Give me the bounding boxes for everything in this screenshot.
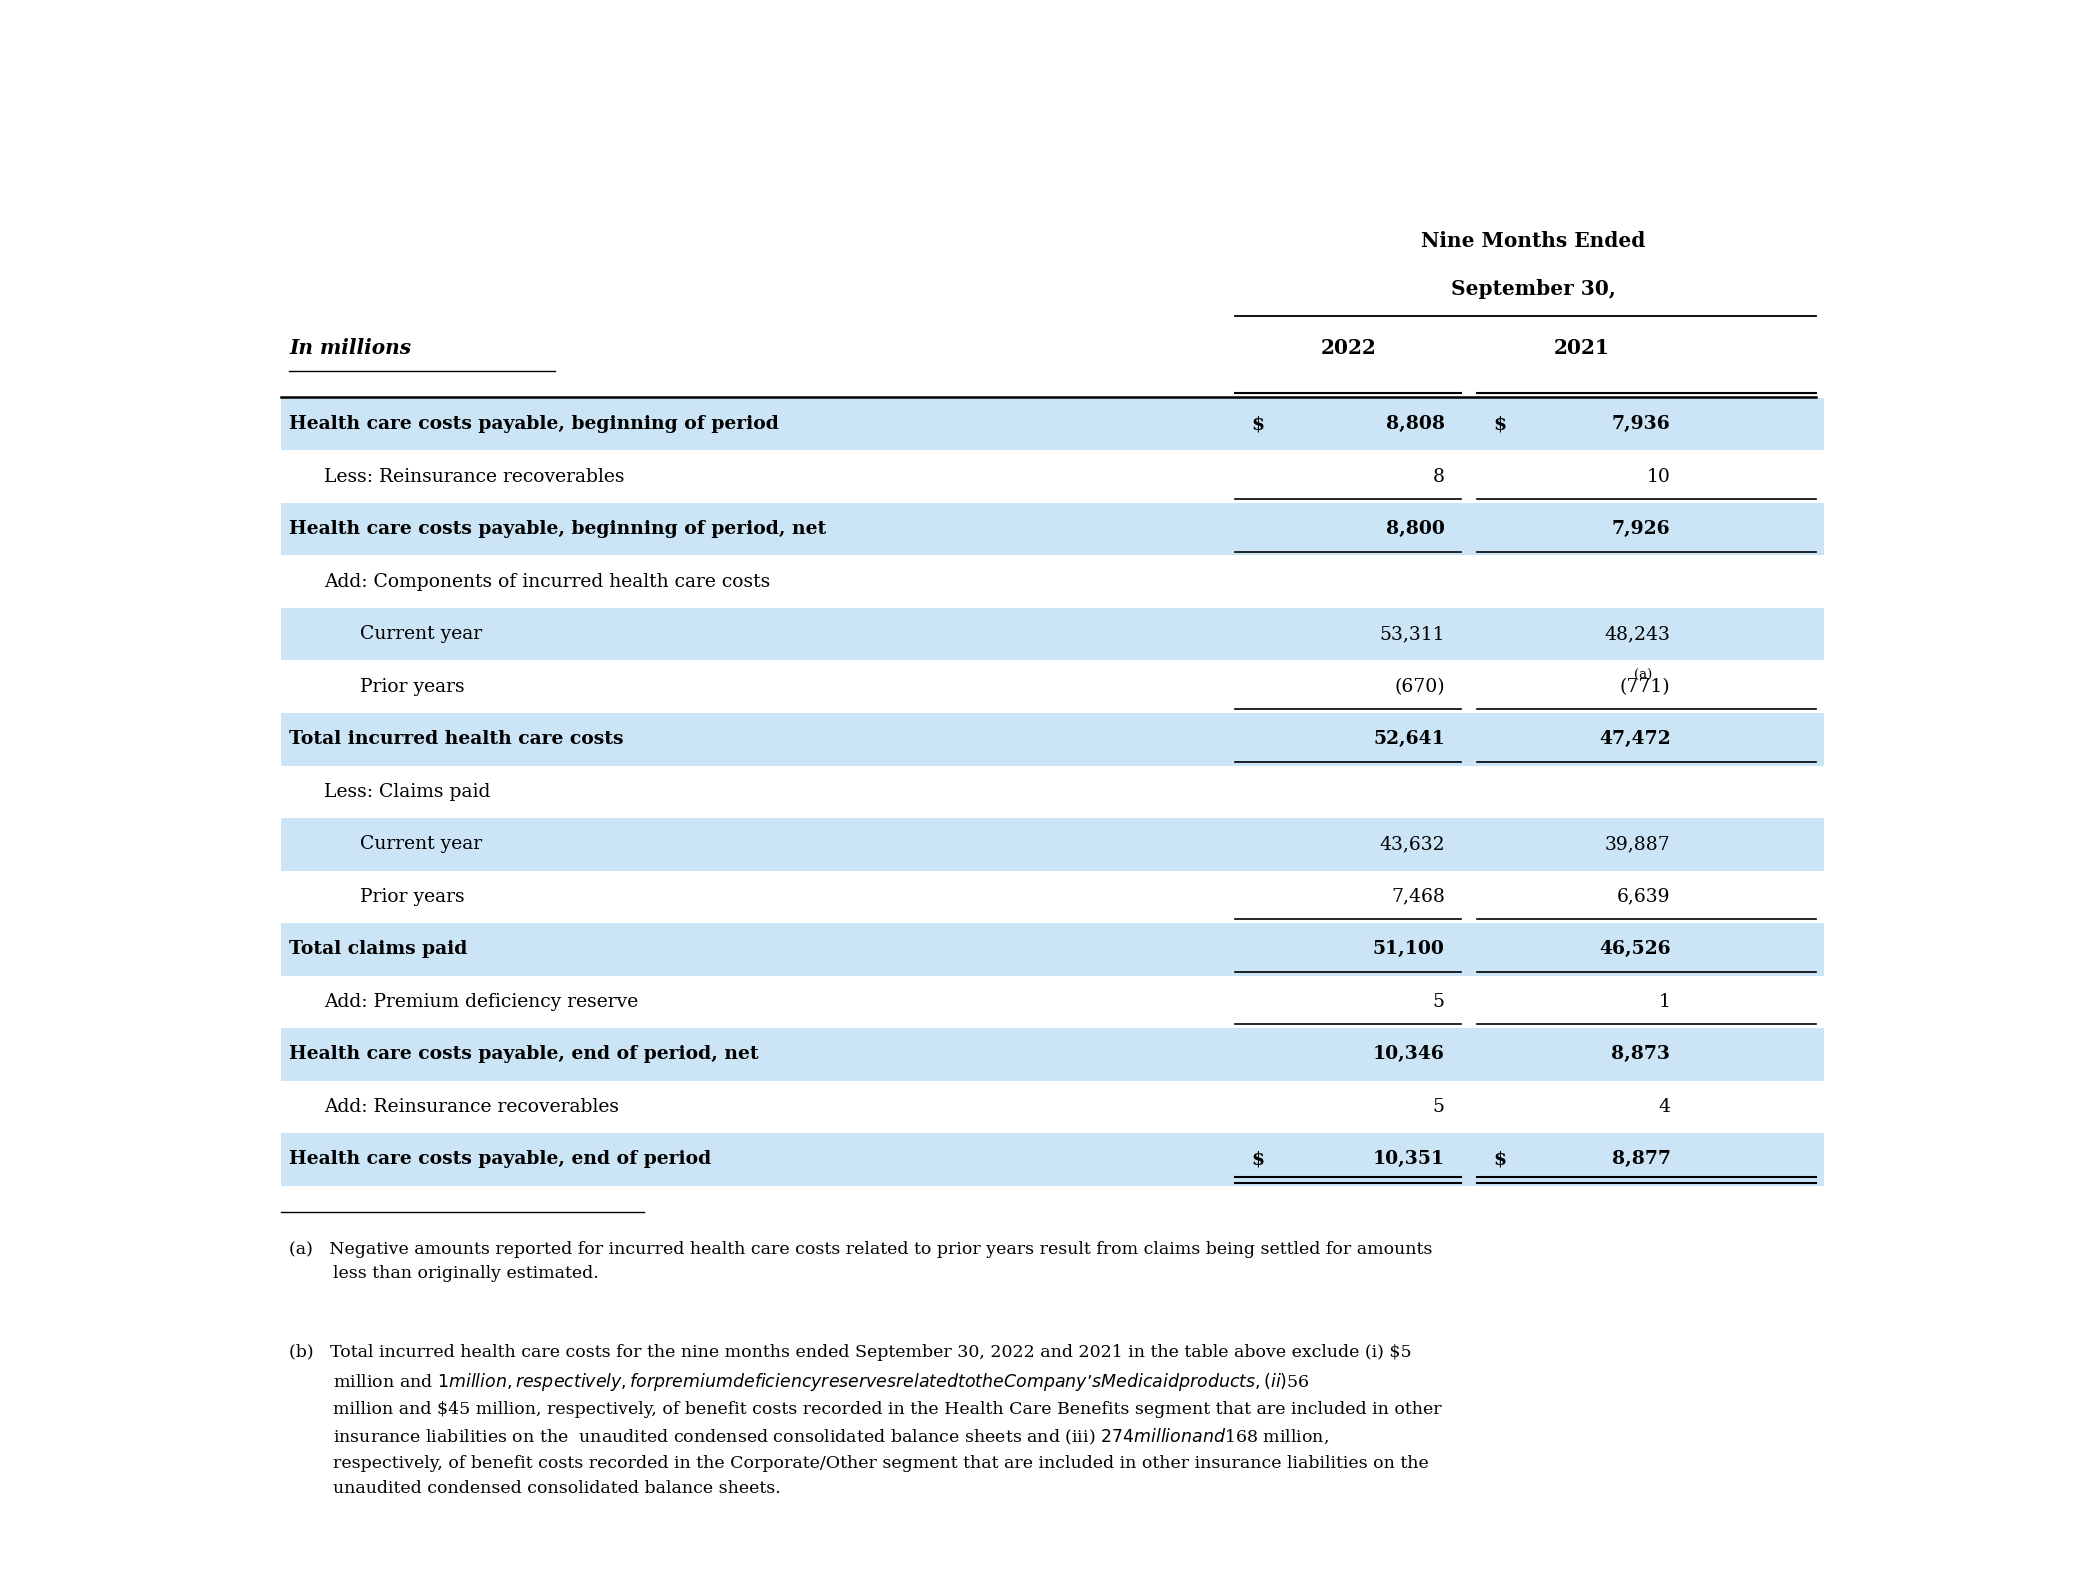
- Text: 1: 1: [1658, 993, 1670, 1010]
- Text: $: $: [1493, 416, 1506, 433]
- Text: Health care costs payable, beginning of period: Health care costs payable, beginning of …: [289, 416, 778, 433]
- Text: 5: 5: [1433, 1098, 1446, 1117]
- Text: (771): (771): [1620, 677, 1670, 696]
- Text: 5: 5: [1433, 993, 1446, 1010]
- Text: 10,351: 10,351: [1373, 1150, 1446, 1169]
- Text: 8,800: 8,800: [1385, 520, 1446, 538]
- Bar: [281, 714, 1824, 766]
- Bar: [281, 1028, 1824, 1080]
- Text: Less: Claims paid: Less: Claims paid: [324, 783, 491, 801]
- Text: 10,346: 10,346: [1373, 1045, 1446, 1063]
- Text: Health care costs payable, end of period: Health care costs payable, end of period: [289, 1150, 711, 1169]
- Text: 8,877: 8,877: [1612, 1150, 1670, 1169]
- Text: Nine Months Ended: Nine Months Ended: [1421, 230, 1645, 251]
- Bar: [281, 1132, 1824, 1186]
- Text: 2021: 2021: [1554, 338, 1610, 358]
- Text: September 30,: September 30,: [1452, 279, 1616, 300]
- Text: In millions: In millions: [289, 338, 412, 358]
- Text: (b)   Total incurred health care costs for the nine months ended September 30, 2: (b) Total incurred health care costs for…: [289, 1345, 1441, 1497]
- Text: Total incurred health care costs: Total incurred health care costs: [289, 730, 624, 749]
- Text: 10: 10: [1647, 468, 1670, 485]
- Text: 47,472: 47,472: [1600, 730, 1670, 749]
- Bar: [281, 398, 1824, 450]
- Text: 8,873: 8,873: [1612, 1045, 1670, 1063]
- Text: Health care costs payable, end of period, net: Health care costs payable, end of period…: [289, 1045, 759, 1063]
- Text: 6,639: 6,639: [1616, 888, 1670, 906]
- Text: Total claims paid: Total claims paid: [289, 940, 468, 958]
- Text: 51,100: 51,100: [1373, 940, 1446, 958]
- Text: 39,887: 39,887: [1606, 836, 1670, 853]
- Text: Health care costs payable, beginning of period, net: Health care costs payable, beginning of …: [289, 520, 826, 538]
- Text: Prior years: Prior years: [360, 888, 464, 906]
- Text: 52,641: 52,641: [1373, 730, 1446, 749]
- Text: $: $: [1252, 1150, 1265, 1169]
- Text: Current year: Current year: [360, 625, 483, 644]
- Text: 8: 8: [1433, 468, 1446, 485]
- Text: 7,468: 7,468: [1392, 888, 1446, 906]
- Text: Add: Components of incurred health care costs: Add: Components of incurred health care …: [324, 573, 772, 590]
- Bar: [281, 503, 1824, 555]
- Bar: [281, 607, 1824, 660]
- Text: Current year: Current year: [360, 836, 483, 853]
- Text: 53,311: 53,311: [1379, 625, 1446, 644]
- Text: 46,526: 46,526: [1600, 940, 1670, 958]
- Text: 4: 4: [1658, 1098, 1670, 1117]
- Text: (670): (670): [1394, 677, 1446, 696]
- Text: 43,632: 43,632: [1379, 836, 1446, 853]
- Text: Add: Reinsurance recoverables: Add: Reinsurance recoverables: [324, 1098, 620, 1117]
- Text: $: $: [1252, 416, 1265, 433]
- Text: $: $: [1493, 1150, 1506, 1169]
- Text: 7,926: 7,926: [1612, 520, 1670, 538]
- Bar: [281, 818, 1824, 871]
- Bar: [281, 923, 1824, 975]
- Text: 7,936: 7,936: [1612, 416, 1670, 433]
- Text: Add: Premium deficiency reserve: Add: Premium deficiency reserve: [324, 993, 639, 1010]
- Text: Prior years: Prior years: [360, 677, 464, 696]
- Text: Less: Reinsurance recoverables: Less: Reinsurance recoverables: [324, 468, 624, 485]
- Text: (a): (a): [1633, 669, 1652, 682]
- Text: 2022: 2022: [1321, 338, 1377, 358]
- Text: 48,243: 48,243: [1604, 625, 1670, 644]
- Text: 8,808: 8,808: [1385, 416, 1446, 433]
- Text: (a)   Negative amounts reported for incurred health care costs related to prior : (a) Negative amounts reported for incurr…: [289, 1240, 1433, 1283]
